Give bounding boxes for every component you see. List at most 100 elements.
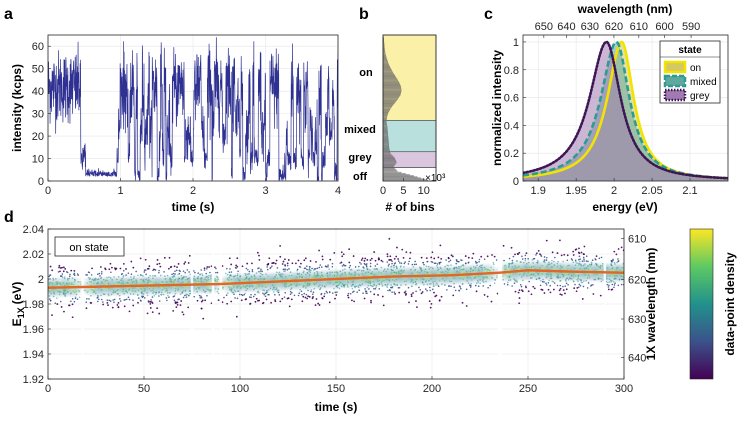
scatter-point	[512, 255, 515, 258]
scatter-point	[250, 293, 252, 296]
panel-b-xlabel: # of bins	[385, 200, 435, 214]
scatter-point	[368, 288, 370, 290]
scatter-point	[480, 255, 483, 258]
histogram-bar	[383, 125, 388, 128]
scatter-point	[62, 270, 65, 273]
scatter-point	[483, 294, 486, 296]
scatter-point	[398, 291, 401, 294]
tick-label-y: 2	[38, 274, 44, 286]
scatter-point	[611, 283, 614, 286]
scatter-point	[489, 284, 492, 287]
scatter-point	[520, 285, 523, 288]
scatter-point	[471, 257, 474, 260]
scatter-point	[88, 298, 90, 300]
scatter-point	[358, 289, 361, 292]
panel-a-trace	[48, 37, 338, 181]
scatter-point	[491, 254, 493, 256]
scatter-point	[163, 271, 165, 273]
scatter-point	[469, 286, 472, 288]
scatter-point	[401, 248, 404, 251]
scatter-point	[302, 295, 305, 298]
scatter-point	[370, 299, 372, 302]
tick-label-x: 1	[117, 185, 123, 197]
scatter-point	[579, 258, 581, 260]
scatter-point	[369, 259, 372, 262]
scatter-point	[415, 290, 417, 293]
histogram-bar	[383, 60, 388, 63]
scatter-point	[397, 260, 400, 262]
scatter-point	[465, 288, 468, 291]
scatter-point	[306, 265, 308, 267]
scatter-point	[578, 247, 580, 250]
scatter-point	[298, 265, 301, 268]
scatter-point	[175, 269, 178, 272]
scatter-point	[525, 252, 528, 255]
scatter-point	[240, 293, 243, 296]
scatter-point	[524, 254, 527, 257]
tick-label-y: 0.2	[504, 148, 519, 160]
scatter-point	[503, 259, 505, 262]
scatter-point	[309, 260, 312, 262]
scatter-point	[606, 283, 609, 286]
scatter-point	[241, 265, 244, 268]
histogram-bar	[383, 173, 406, 175]
scatter-point	[91, 267, 93, 270]
panel-d-ylabel: E1X (eV)	[10, 282, 26, 327]
scatter-point	[104, 267, 106, 270]
scatter-point	[575, 290, 578, 293]
scatter-point	[565, 282, 568, 285]
scatter-point	[267, 263, 270, 266]
scatter-point	[396, 246, 398, 249]
scatter-point	[549, 291, 552, 294]
scatter-point	[167, 267, 170, 270]
scatter-point	[457, 260, 460, 263]
scatter-point	[445, 259, 447, 261]
scatter-point	[364, 288, 366, 290]
scatter-point	[365, 264, 368, 267]
scatter-point	[151, 311, 154, 314]
scatter-point	[146, 312, 149, 315]
scatter-point	[291, 262, 294, 265]
scatter-point	[585, 255, 588, 258]
scatter-point	[503, 283, 506, 285]
scatter-point	[127, 272, 130, 275]
scatter-point	[306, 268, 308, 271]
scatter-point	[308, 295, 311, 298]
histogram-bar	[383, 147, 390, 149]
scatter-point	[319, 264, 322, 266]
scatter-point	[577, 251, 580, 254]
histogram-bar	[383, 131, 388, 133]
scatter-point	[59, 267, 62, 269]
scatter-point	[266, 266, 268, 268]
scatter-point	[370, 257, 373, 260]
scatter-point	[364, 263, 366, 266]
histogram-bar	[383, 143, 389, 146]
scatter-point	[563, 253, 566, 256]
scatter-point	[178, 269, 181, 272]
scatter-point	[200, 295, 202, 298]
scatter-point	[188, 254, 191, 257]
gap-stripe	[211, 229, 215, 379]
scatter-point	[172, 295, 175, 298]
legend-swatch-on	[663, 60, 687, 74]
tick-label-y: 1.94	[23, 349, 44, 361]
scatter-point	[492, 261, 495, 264]
histogram-bar	[383, 111, 389, 113]
scatter-point	[249, 302, 252, 305]
scatter-point	[369, 262, 372, 265]
scatter-point	[543, 292, 546, 294]
scatter-point	[248, 296, 251, 298]
histogram-bar	[383, 64, 389, 66]
scatter-point	[374, 287, 377, 290]
tick-label-x: 50	[138, 383, 150, 395]
scatter-point	[415, 300, 417, 302]
scatter-point	[147, 267, 150, 270]
scatter-point	[363, 297, 366, 300]
gap-stripe	[603, 229, 606, 379]
scatter-point	[430, 302, 433, 305]
scatter-point	[617, 284, 620, 287]
scatter-point	[582, 285, 585, 288]
scatter-point	[386, 253, 389, 256]
tick-label-x: 300	[615, 383, 633, 395]
